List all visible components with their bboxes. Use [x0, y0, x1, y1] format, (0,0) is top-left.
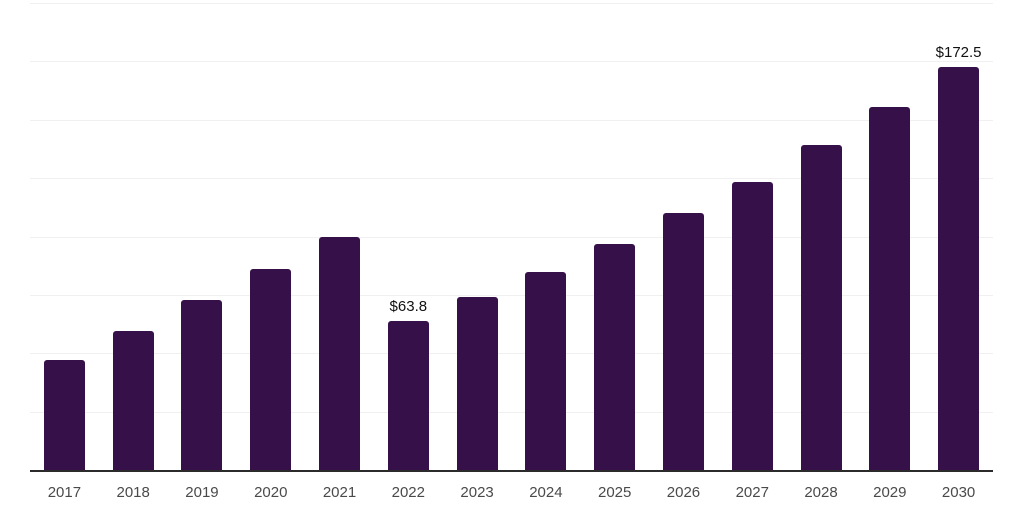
- x-tick-label-2021: 2021: [322, 484, 357, 501]
- x-tick-label-2030: 2030: [941, 484, 976, 501]
- bar-2021: [319, 236, 361, 470]
- x-axis: 2017 2018 2019 2020 2021 2022 2023 2024 2025 2026…: [30, 472, 993, 512]
- gridline-y-25: [30, 411, 993, 413]
- bar-2026: [662, 213, 704, 470]
- x-tick-label-2022: 2022: [391, 484, 425, 501]
- bar-2029: [869, 106, 911, 470]
- bar-2022: [387, 321, 429, 470]
- x-tick-label-2029: 2029: [873, 484, 907, 501]
- bar-2027: [731, 181, 773, 470]
- x-tick-label-2024: 2024: [529, 484, 563, 501]
- plot-area: $63.8 $172.5: [30, 3, 993, 472]
- gridline-y-200: [30, 3, 993, 4]
- x-tick-label-2018: 2018: [116, 484, 150, 501]
- x-tick-label-2023: 2023: [460, 484, 494, 501]
- bar-2020: [250, 269, 292, 470]
- x-tick-label-2017: 2017: [47, 484, 82, 501]
- gridline-y-50: [30, 353, 993, 355]
- bar-2023: [456, 297, 498, 470]
- gridline-y-125: [30, 178, 993, 180]
- gridline-y-75: [30, 294, 993, 296]
- bar-2025: [594, 243, 636, 470]
- data-label-2030: $172.5: [935, 44, 982, 62]
- x-tick-label-2027: 2027: [735, 484, 769, 501]
- x-tick-label-2025: 2025: [597, 484, 632, 501]
- data-label-2022: $63.8: [389, 298, 428, 316]
- bar-2018: [112, 331, 154, 470]
- bar-2017: [43, 360, 85, 470]
- gridline-y-150: [30, 119, 993, 121]
- x-tick-label-2019: 2019: [185, 484, 219, 501]
- x-tick-label-2026: 2026: [666, 484, 701, 501]
- bar-2024: [525, 271, 567, 470]
- bar-2019: [181, 299, 223, 470]
- x-tick-label-2028: 2028: [804, 484, 838, 501]
- bar-2030: [938, 67, 980, 470]
- x-tick-label-2020: 2020: [254, 484, 288, 501]
- gridline-y-175: [30, 61, 993, 63]
- gridline-y-100: [30, 236, 993, 238]
- bar-2028: [800, 145, 842, 470]
